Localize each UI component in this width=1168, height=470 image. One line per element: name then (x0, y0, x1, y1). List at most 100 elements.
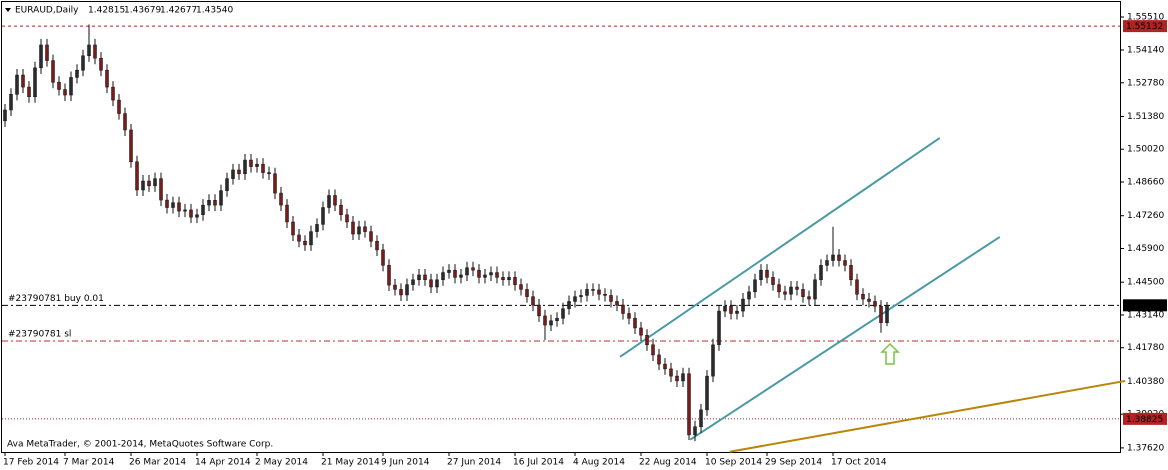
candle-body (603, 293, 607, 296)
candle-body (471, 267, 475, 271)
candle-body (315, 224, 319, 232)
candle-body (423, 274, 427, 281)
candle-body (123, 113, 127, 131)
candle-body (219, 190, 223, 206)
candle-body (225, 178, 229, 191)
y-tick-label: 1.45900 (1127, 244, 1164, 254)
candle-body (309, 231, 313, 246)
candle-body (249, 159, 253, 167)
candle-body (435, 279, 439, 288)
y-tick-label: 1.43140 (1127, 310, 1164, 320)
candle-body (261, 163, 265, 173)
candle-body (825, 260, 829, 266)
candle-body (567, 301, 571, 309)
candle-body (633, 318, 637, 329)
candle-body (141, 180, 145, 191)
x-tick-label: 9 Jun 2014 (381, 458, 430, 468)
candle-body (531, 296, 535, 306)
candle-body (321, 207, 325, 225)
candle-body (303, 240, 307, 246)
candle-body (747, 291, 751, 300)
candle-body (879, 306, 883, 323)
candle-body (63, 89, 67, 96)
candle-body (189, 209, 193, 218)
candle-body (57, 82, 61, 90)
candle-body (81, 55, 85, 71)
level-label: 1.43540 (1126, 301, 1163, 311)
candle-body (867, 298, 871, 302)
candle-body (381, 249, 385, 266)
candle-body (759, 269, 763, 281)
trendline (619, 137, 941, 358)
candle-body (591, 289, 595, 291)
y-tick-label: 1.54140 (1127, 46, 1164, 56)
candle-body (345, 214, 349, 223)
candle-body (885, 305, 889, 324)
y-tick-label: 1.47260 (1127, 211, 1164, 221)
candle-body (111, 86, 115, 101)
x-tick-label: 7 Mar 2014 (63, 458, 115, 468)
level-text: #23790781 buy 0.01 (8, 294, 104, 304)
x-tick-label: 17 Oct 2014 (831, 458, 887, 468)
candle-body (837, 254, 841, 261)
arrow-up (880, 342, 900, 365)
candle-body (663, 363, 667, 370)
candle-body (459, 274, 463, 278)
candle-body (513, 277, 517, 285)
candle-body (675, 375, 679, 382)
ohlc-low: 1.42677 (160, 6, 197, 16)
candle-body (717, 310, 721, 346)
candle-body (525, 289, 529, 297)
candle-body (411, 279, 415, 285)
candle-body (117, 99, 121, 114)
candle-body (69, 77, 73, 96)
candle-body (561, 308, 565, 319)
candle-body (273, 173, 277, 194)
x-tick-label: 26 Mar 2014 (129, 458, 186, 468)
candle-body (297, 234, 301, 242)
y-tick-label: 1.48660 (1127, 177, 1164, 187)
candle-body (33, 67, 37, 97)
candle-body (855, 279, 859, 295)
candle-body (783, 291, 787, 295)
candle-body (483, 274, 487, 278)
symbol: EURAUD,Daily (15, 6, 79, 16)
candle-body (291, 221, 295, 236)
candle-body (255, 163, 259, 167)
candle-body (159, 178, 163, 201)
candle-body (339, 204, 343, 216)
candle-body (27, 86, 31, 97)
candle-body (543, 315, 547, 326)
y-tick-label: 1.44500 (1127, 278, 1164, 288)
candle-body (51, 60, 55, 83)
candle-body (231, 169, 235, 179)
candle-body (501, 277, 505, 281)
candle-body (621, 304, 625, 314)
candle-body (105, 69, 109, 88)
candle-body (651, 344, 655, 356)
candle-body (327, 195, 331, 208)
candle-body (177, 202, 181, 212)
candle-body (93, 44, 97, 59)
candle-body (333, 195, 337, 206)
level-box (1123, 299, 1167, 312)
y-tick-label: 1.50020 (1127, 145, 1164, 155)
candle-body (795, 286, 799, 290)
candle-body (441, 272, 445, 281)
candle-body (801, 289, 805, 297)
menu-arrow[interactable] (5, 8, 11, 12)
x-tick-label: 27 Jun 2014 (447, 458, 501, 468)
candle-body (705, 375, 709, 411)
candle-body (723, 306, 727, 312)
candle-body (873, 301, 877, 307)
candle-body (519, 284, 523, 290)
candle-body (477, 269, 481, 278)
candle-body (87, 44, 91, 57)
x-tick-label: 10 Sep 2014 (705, 458, 762, 468)
candle-body (447, 269, 451, 273)
candle-body (681, 373, 685, 382)
candle-body (699, 409, 703, 427)
candle-body (153, 178, 157, 187)
candle-body (789, 286, 793, 295)
